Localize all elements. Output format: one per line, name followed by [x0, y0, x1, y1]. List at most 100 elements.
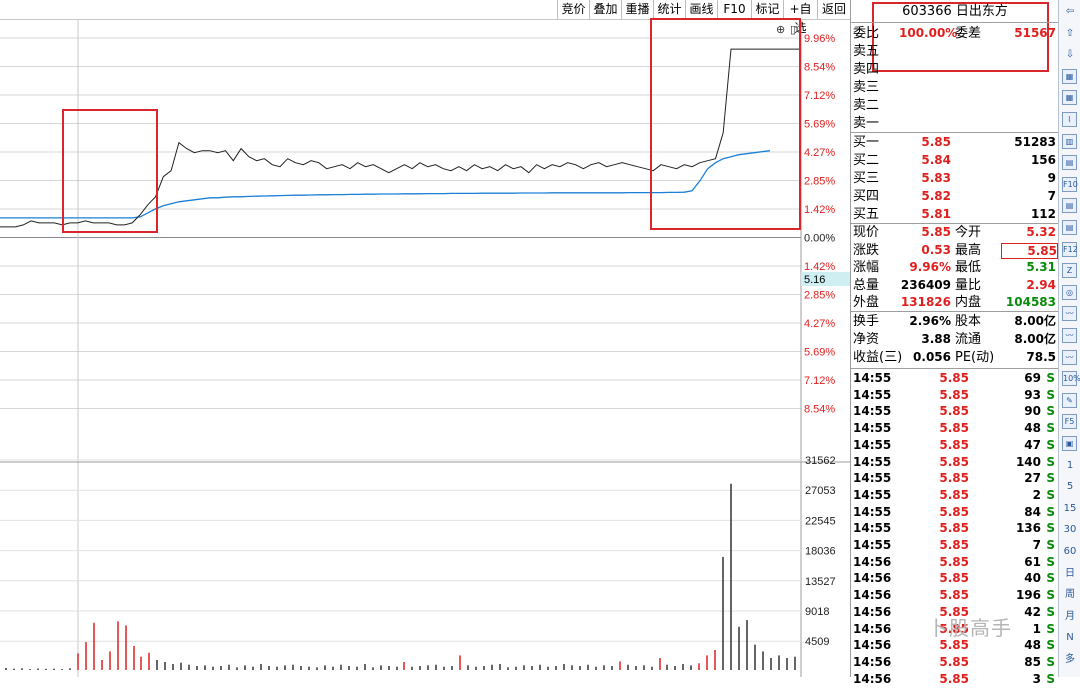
tick-row: 14:55 5.85 48 S — [851, 420, 1059, 437]
stat-value: 5.85 — [921, 225, 951, 239]
f10-button[interactable]: F10 — [717, 0, 751, 19]
sidebar-tool-icon[interactable]: F12 — [1062, 241, 1078, 257]
tick-row: 14:55 5.85 2 S — [851, 487, 1059, 504]
stat-label: 内盘 — [955, 295, 982, 310]
back-button[interactable]: 返回 — [817, 0, 850, 19]
zoom-icon[interactable]: ⊕ — [776, 24, 785, 36]
tick-price: 5.85 — [939, 421, 969, 436]
sidebar-tool-icon[interactable]: 1 — [1066, 459, 1074, 471]
ask-label: 卖四 — [853, 62, 880, 77]
tick-side: S — [1046, 521, 1055, 536]
stat-value: 8.00亿 — [1014, 332, 1056, 346]
tick-price: 5.85 — [939, 404, 969, 419]
tick-row: 14:55 5.85 90 S — [851, 403, 1059, 420]
sidebar-tool-icon[interactable]: ▦ — [1062, 68, 1077, 84]
tick-price: 5.85 — [939, 538, 969, 552]
panel-toggle-icon[interactable]: ▯ — [790, 24, 796, 36]
mark-button[interactable]: 标记 — [751, 0, 783, 19]
pct-axis-label: 1.42% — [804, 204, 835, 216]
tick-volume: 93 — [1024, 387, 1041, 402]
sidebar-tool-icon[interactable]: ▤ — [1062, 220, 1077, 235]
tick-price: 5.85 — [939, 454, 969, 469]
order-ratio-row: 委比 100.00% 委差 51567 — [853, 26, 1056, 41]
sidebar-tool-icon[interactable]: 日 — [1065, 567, 1075, 579]
intraday-chart[interactable]: 9.96% 8.54% 7.12% 5.69% 4.27% 2.85% 1.42% 0.00%… — [0, 20, 850, 677]
tick-row: 14:55 5.85 7 S — [851, 537, 1059, 554]
watermark-text: 卜股高手 — [928, 616, 1012, 640]
stat-label: 涨幅 — [853, 260, 880, 275]
sidebar-tool-icon[interactable]: 5 — [1066, 481, 1074, 493]
pct-axis-label: 0.00% — [804, 233, 835, 245]
tick-row: 14:56 5.85 48 S — [851, 637, 1059, 654]
tick-time: 14:55 — [853, 387, 892, 402]
sidebar-tool-icon[interactable]: F5 — [1062, 414, 1077, 430]
auction-button[interactable]: 竞价 — [557, 0, 589, 19]
bid-volume: 51283 — [1014, 135, 1056, 149]
tick-row: 14:55 5.85 47 S — [851, 437, 1059, 454]
tick-volume: 85 — [1024, 654, 1041, 669]
sidebar-tool-icon[interactable]: 〰 — [1062, 349, 1077, 365]
sidebar-tool-icon[interactable]: ⇦ — [1065, 6, 1075, 17]
sidebar-tool-icon[interactable]: F10 — [1062, 176, 1078, 192]
sidebar-tool-icon[interactable]: ⌇ — [1062, 112, 1077, 127]
tick-side: S — [1046, 387, 1055, 402]
tick-time: 14:55 — [853, 487, 892, 502]
sidebar-tool-icon[interactable]: ⇧ — [1065, 27, 1075, 39]
ask-row: 卖一 — [851, 115, 1059, 132]
sidebar-tool-icon[interactable]: N — [1066, 632, 1074, 644]
sidebar-tool-icon[interactable]: ▣ — [1062, 436, 1077, 451]
stat-label: 涨跌 — [853, 242, 880, 258]
sidebar-tool-icon[interactable]: 30 — [1063, 524, 1077, 536]
stat-label: 净资 — [853, 332, 880, 347]
tick-price: 5.85 — [939, 671, 969, 686]
bid-volume: 156 — [1030, 153, 1056, 167]
sidebar-tool-icon[interactable]: 周 — [1065, 589, 1075, 601]
tick-row: 14:55 5.85 69 S — [851, 370, 1059, 387]
add-watchlist-button[interactable]: +自选 — [783, 0, 817, 35]
replay-button[interactable]: 重播 — [621, 0, 653, 19]
tick-side: S — [1046, 471, 1055, 486]
draw-line-button[interactable]: 画线 — [685, 0, 717, 19]
stat-row: 净资 3.88 流通 8.00亿 — [851, 331, 1059, 348]
ask-label: 卖一 — [853, 116, 880, 131]
volume-axis-label: 22545 — [805, 515, 836, 527]
sidebar-tool-icon[interactable]: ◎ — [1062, 284, 1077, 300]
sidebar-tool-icon[interactable]: 60 — [1063, 546, 1077, 557]
pct-axis-label: 4.27% — [804, 318, 835, 330]
tick-time: 14:55 — [853, 371, 892, 385]
tick-time: 14:56 — [853, 588, 892, 603]
pct-axis-label: 9.96% — [804, 33, 835, 45]
sidebar-tool-icon[interactable]: ▦ — [1062, 90, 1077, 106]
stat-label: PE(动) — [955, 350, 995, 365]
sidebar-tool-icon[interactable]: ▤ — [1062, 198, 1077, 214]
sidebar-tool-icon[interactable]: ▥ — [1062, 133, 1077, 149]
tick-volume: 42 — [1024, 604, 1041, 619]
tick-side: S — [1046, 487, 1055, 502]
bid-price: 5.82 — [921, 189, 951, 203]
overlay-button[interactable]: 叠加 — [589, 0, 621, 19]
stat-value: 9.96% — [909, 260, 951, 274]
pct-axis-label: 8.54% — [804, 404, 835, 416]
tick-price: 5.85 — [939, 521, 969, 536]
sidebar-tool-icon[interactable]: 多 — [1065, 654, 1075, 665]
stat-label: 换手 — [853, 314, 880, 329]
sidebar-tool-icon[interactable]: 15 — [1063, 502, 1077, 514]
tick-row: 14:56 5.85 42 S — [851, 604, 1059, 621]
stat-value: 5.85 — [1001, 242, 1058, 259]
sidebar-tool-icon[interactable]: Z — [1062, 263, 1077, 279]
sidebar-tool-icon[interactable]: ▤ — [1062, 155, 1077, 171]
bid-label: 买四 — [853, 189, 880, 204]
tick-side: S — [1046, 437, 1055, 452]
sidebar-tool-icon[interactable]: 月 — [1065, 610, 1075, 622]
stat-label: 最低 — [955, 260, 982, 275]
statistics-button[interactable]: 统计 — [653, 0, 685, 19]
sidebar-tool-icon[interactable]: 〰 — [1062, 328, 1077, 343]
sidebar-tool-icon[interactable]: ✎ — [1062, 392, 1077, 408]
sidebar-tool-icon[interactable]: ⇩ — [1065, 49, 1075, 61]
tick-price: 5.85 — [939, 654, 969, 669]
stat-row: 换手 2.96% 股本 8.00亿 — [851, 313, 1059, 330]
sidebar-tool-icon[interactable]: 〰 — [1062, 306, 1077, 322]
sidebar-tool-icon[interactable]: 10% — [1062, 371, 1080, 387]
average-price-line — [0, 150, 770, 219]
ask-row: 卖三 — [851, 79, 1059, 96]
